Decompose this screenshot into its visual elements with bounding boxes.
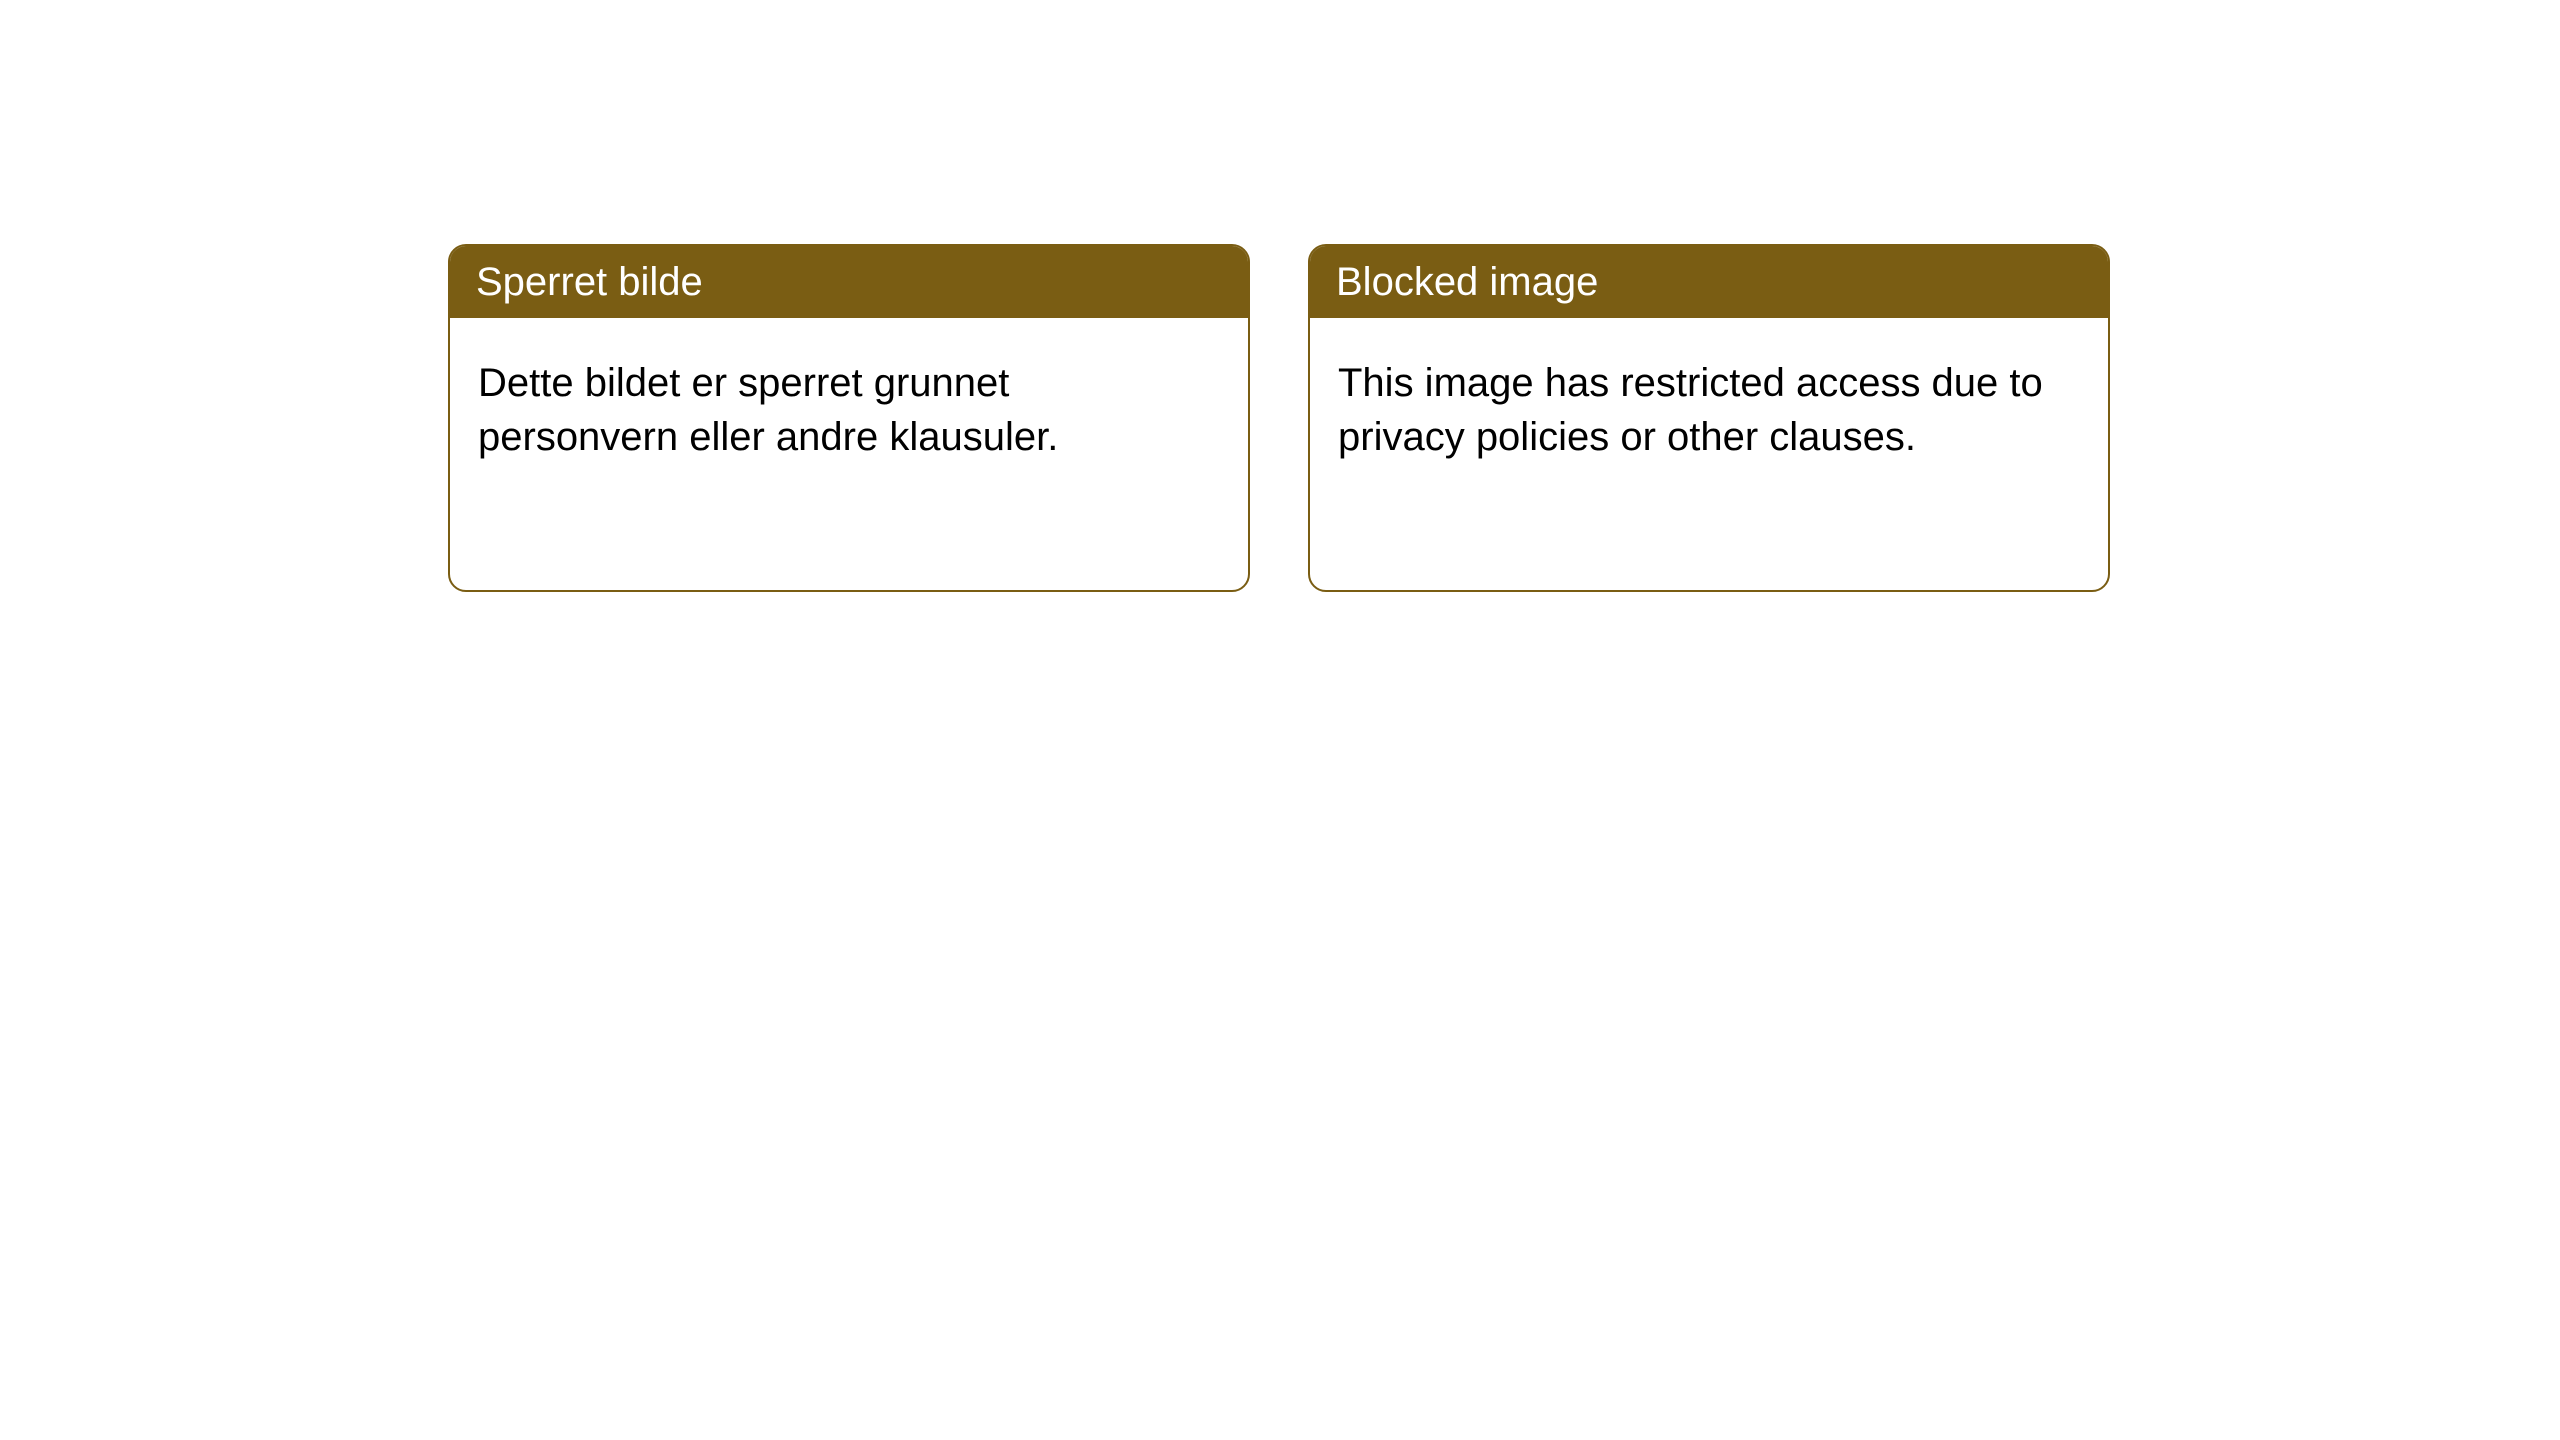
- notice-card-english: Blocked image This image has restricted …: [1308, 244, 2110, 592]
- notice-container: Sperret bilde Dette bildet er sperret gr…: [0, 0, 2560, 592]
- card-title: Sperret bilde: [476, 260, 703, 304]
- card-body: Dette bildet er sperret grunnet personve…: [450, 318, 1248, 590]
- card-body: This image has restricted access due to …: [1310, 318, 2108, 590]
- card-header: Sperret bilde: [450, 246, 1248, 318]
- notice-card-norwegian: Sperret bilde Dette bildet er sperret gr…: [448, 244, 1250, 592]
- card-header: Blocked image: [1310, 246, 2108, 318]
- card-body-text: This image has restricted access due to …: [1338, 361, 2043, 459]
- card-body-text: Dette bildet er sperret grunnet personve…: [478, 361, 1058, 459]
- card-title: Blocked image: [1336, 260, 1598, 304]
